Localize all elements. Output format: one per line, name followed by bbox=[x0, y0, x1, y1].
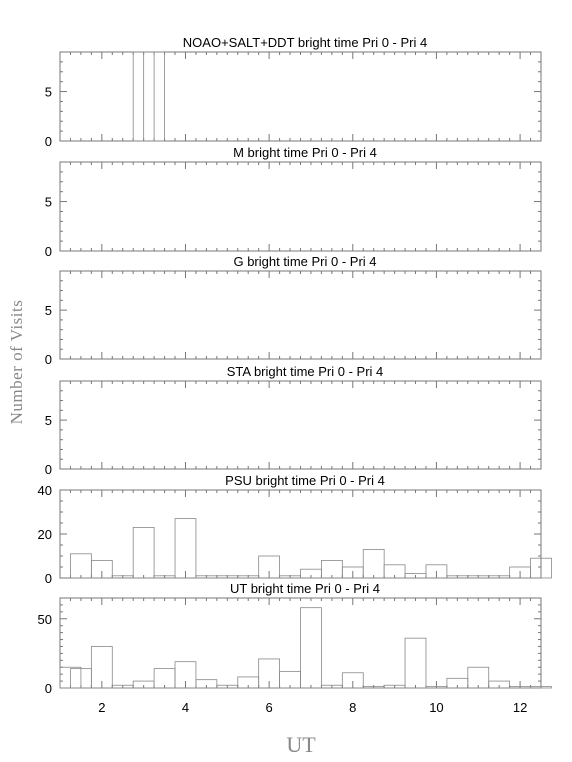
y-axis-label: Number of Visits bbox=[7, 300, 26, 425]
histogram-bar bbox=[425, 564, 448, 579]
histogram-bar bbox=[530, 557, 552, 579]
y-tick-label: 0 bbox=[45, 244, 52, 259]
histogram-bar bbox=[488, 680, 511, 689]
histogram-bar bbox=[90, 646, 113, 689]
histogram-bar bbox=[174, 518, 197, 579]
histogram-bar bbox=[530, 686, 552, 689]
x-axis-label: UT bbox=[286, 732, 316, 757]
histogram-bar bbox=[195, 679, 218, 689]
panel-title: PSU bright time Pri 0 - Pri 4 bbox=[225, 473, 385, 488]
x-tick-label: 2 bbox=[98, 700, 105, 715]
histogram-bar bbox=[362, 549, 385, 579]
panel-frame bbox=[59, 489, 542, 579]
histogram-bar bbox=[467, 666, 490, 689]
histogram-bar bbox=[258, 555, 280, 579]
panel-frame bbox=[59, 161, 542, 252]
x-tick-label: 10 bbox=[429, 700, 443, 715]
y-tick-label: 50 bbox=[38, 612, 52, 627]
histogram-bar bbox=[300, 607, 322, 689]
y-tick-label: 5 bbox=[45, 413, 52, 428]
panel-title: STA bright time Pri 0 - Pri 4 bbox=[227, 364, 384, 379]
histogram-panel: 0 50 UT bright time Pri 0 - Pri 4 bbox=[38, 581, 552, 696]
x-tick-label: 4 bbox=[182, 700, 189, 715]
panel-title: M bright time Pri 0 - Pri 4 bbox=[233, 145, 377, 160]
panel-frame bbox=[59, 51, 542, 142]
histogram-panel: 0 5 M bright time Pri 0 - Pri 4 bbox=[45, 145, 542, 259]
x-tick-label: 8 bbox=[349, 700, 356, 715]
histogram-panel: 0 5 NOAO+SALT+DDT bright time Pri 0 - Pri … bbox=[45, 35, 542, 149]
histogram-bar bbox=[341, 672, 364, 689]
y-tick-label: 5 bbox=[45, 195, 52, 210]
histogram-bar bbox=[70, 553, 92, 579]
y-tick-label: 0 bbox=[45, 134, 52, 149]
histogram-panel: 0 5 STA bright time Pri 0 - Pri 4 bbox=[45, 364, 542, 477]
x-tick-label: 6 bbox=[266, 700, 273, 715]
histogram-bar bbox=[143, 51, 165, 142]
panel-frame bbox=[59, 270, 542, 360]
panel-frame bbox=[59, 380, 542, 470]
y-tick-label: 5 bbox=[45, 85, 52, 100]
histogram-panel: 0 20 40 PSU bright time Pri 0 - Pri 4 bbox=[38, 473, 552, 586]
histogram-bar bbox=[404, 637, 427, 689]
panel-title: UT bright time Pri 0 - Pri 4 bbox=[230, 581, 380, 596]
y-tick-label: 5 bbox=[45, 303, 52, 318]
histogram-bar bbox=[174, 661, 197, 689]
panel-title: NOAO+SALT+DDT bright time Pri 0 - Pri 4 bbox=[183, 35, 427, 50]
histogram-bar bbox=[90, 560, 113, 579]
y-tick-label: 0 bbox=[45, 571, 52, 586]
y-tick-label: 0 bbox=[45, 681, 52, 696]
histogram-panel: 0 5 G bright time Pri 0 - Pri 4 bbox=[45, 254, 542, 367]
panels: 0 5 NOAO+SALT+DDT bright time Pri 0 - Pri … bbox=[38, 35, 552, 715]
x-tick-label: 12 bbox=[513, 700, 527, 715]
panel-title: G bright time Pri 0 - Pri 4 bbox=[233, 254, 376, 269]
histogram-bar bbox=[383, 564, 406, 579]
y-tick-label: 0 bbox=[45, 352, 52, 367]
y-tick-label: 40 bbox=[38, 483, 52, 498]
y-tick-label: 0 bbox=[45, 462, 52, 477]
y-tick-label: 20 bbox=[38, 527, 52, 542]
histogram-bar bbox=[132, 527, 155, 579]
